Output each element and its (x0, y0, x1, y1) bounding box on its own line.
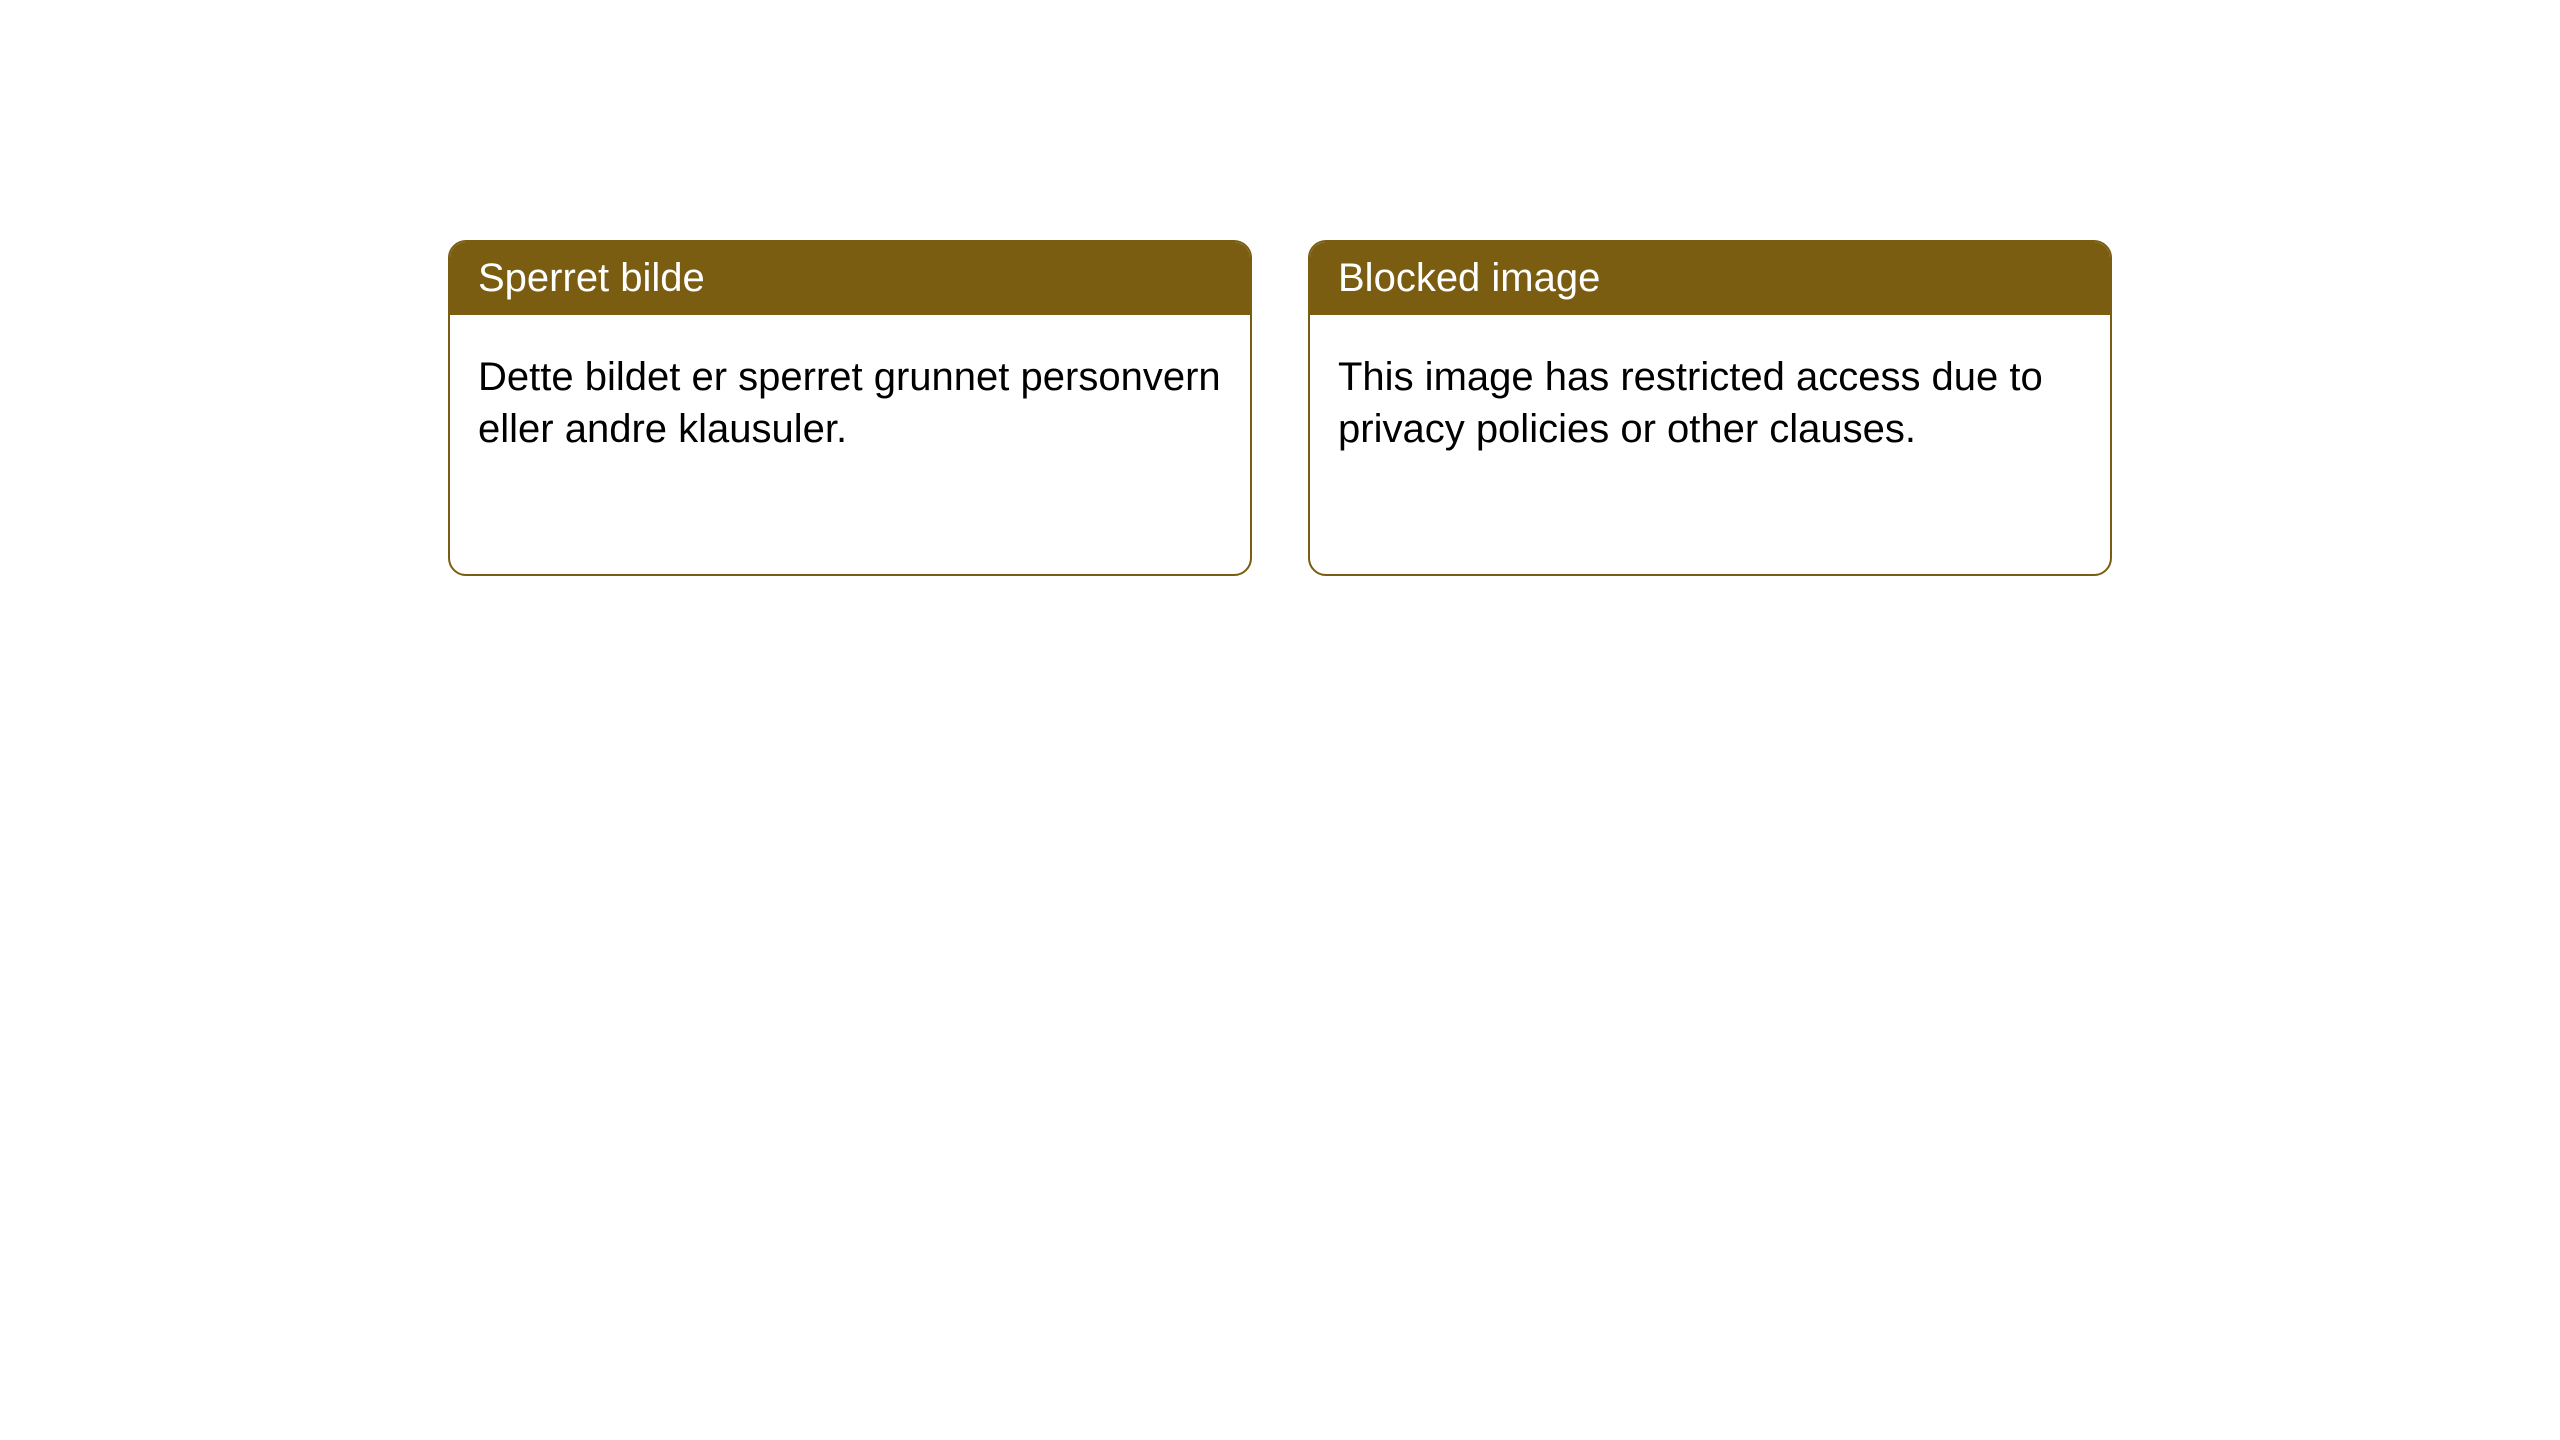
card-body-text: This image has restricted access due to … (1338, 355, 2043, 451)
card-header: Sperret bilde (450, 242, 1250, 315)
card-body-text: Dette bildet er sperret grunnet personve… (478, 355, 1221, 451)
card-title: Blocked image (1338, 256, 1600, 300)
card-body: This image has restricted access due to … (1310, 315, 2110, 491)
notice-card-norwegian: Sperret bilde Dette bildet er sperret gr… (448, 240, 1252, 576)
card-body: Dette bildet er sperret grunnet personve… (450, 315, 1250, 491)
notice-container: Sperret bilde Dette bildet er sperret gr… (0, 0, 2560, 576)
card-header: Blocked image (1310, 242, 2110, 315)
card-title: Sperret bilde (478, 256, 705, 300)
notice-card-english: Blocked image This image has restricted … (1308, 240, 2112, 576)
